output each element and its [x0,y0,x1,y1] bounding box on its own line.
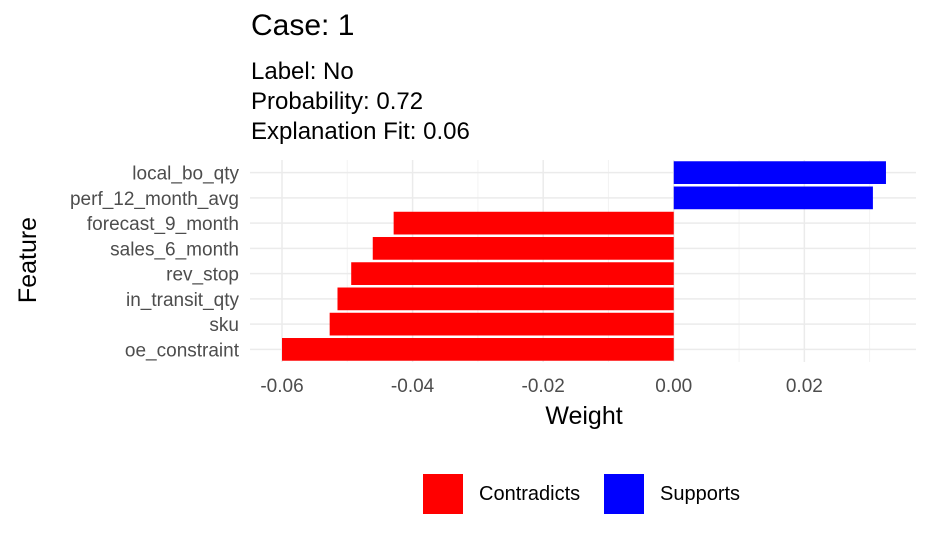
y-tick-label: forecast_9_month [87,214,239,235]
x-tick-label: -0.06 [260,376,303,397]
legend-key-supports [604,474,644,514]
bar-in-transit-qty [337,287,674,311]
y-tick-label: local_bo_qty [132,164,239,185]
x-tick-label: 0.02 [786,376,823,397]
legend-label-supports: Supports [660,482,741,505]
x-tick-label: 0.00 [655,376,692,397]
y-tick-label: sku [209,315,239,336]
y-tick-label: in_transit_qty [126,290,240,311]
subtitle-label: Label: No [251,58,354,85]
y-tick-label: oe_constraint [125,340,240,361]
x-tick-labels: -0.06 -0.04 -0.02 0.00 0.02 [260,376,823,397]
legend-item-contradicts: Contradicts [423,474,580,514]
bar-sku [329,312,674,336]
bar-sales-6-month [372,237,674,260]
y-tick-label: rev_stop [166,265,239,286]
legend-item-supports: Supports [604,474,740,514]
bar-rev-stop [351,262,674,285]
subtitle-probability: Probability: 0.72 [251,88,424,115]
subtitle-explanation-fit: Explanation Fit: 0.06 [251,118,470,145]
x-tick-label: -0.04 [391,376,435,397]
legend-key-contradicts [423,474,463,514]
bar-local-bo-qty [673,161,886,184]
y-axis-title: Feature [14,217,42,303]
y-tick-label: sales_6_month [110,239,239,260]
x-axis-title: Weight [545,402,622,430]
y-tick-label: perf_12_month_avg [70,189,239,210]
x-tick-label: -0.02 [522,376,565,397]
bar-oe-constraint [281,338,674,361]
bar-forecast-9-month [393,211,674,235]
legend-label-contradicts: Contradicts [479,482,581,505]
bars [281,161,886,361]
bar-perf-12-month-avg [673,186,873,210]
y-tick-labels: local_bo_qty perf_12_month_avg forecast_9_… [70,164,240,362]
chart-title: Case: 1 [251,9,355,42]
